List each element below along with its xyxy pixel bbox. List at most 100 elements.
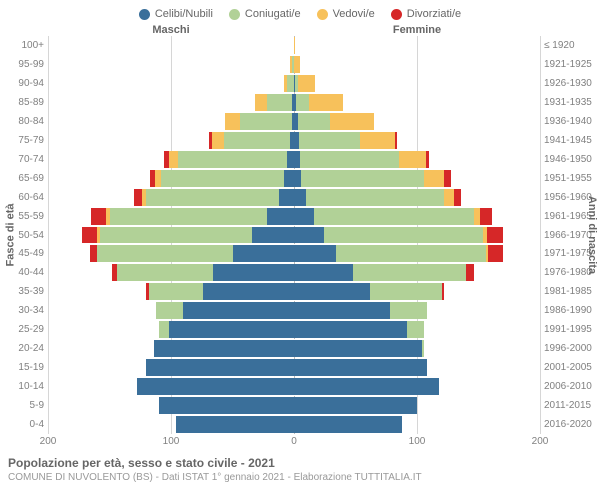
pyramid-row: [294, 301, 540, 320]
birth-tick: 1936-1940: [540, 112, 600, 131]
pyramid-row: [48, 36, 294, 55]
birth-tick: 1951-1955: [540, 169, 600, 188]
seg-married: [117, 264, 213, 281]
pyramid-row: [48, 207, 294, 226]
age-tick: 90-94: [0, 74, 48, 93]
seg-single: [294, 264, 353, 281]
seg-married: [97, 245, 232, 262]
legend-label: Coniugati/e: [245, 8, 301, 20]
pyramid-row: [48, 339, 294, 358]
pyramid-row: [48, 244, 294, 263]
seg-widowed: [169, 151, 179, 168]
pyramid-bar: [294, 378, 439, 395]
pyramid-row: [294, 244, 540, 263]
seg-divorced: [487, 227, 503, 244]
seg-married: [353, 264, 466, 281]
seg-divorced: [134, 189, 141, 206]
x-tick: 100: [409, 436, 426, 447]
seg-divorced: [91, 208, 106, 225]
birth-tick: 2001-2005: [540, 358, 600, 377]
pyramid-bar: [164, 151, 294, 168]
seg-divorced: [442, 283, 444, 300]
pyramid-bar: [294, 359, 427, 376]
seg-single: [294, 321, 407, 338]
legend-swatch: [317, 9, 328, 20]
age-tick: 75-79: [0, 131, 48, 150]
seg-widowed: [330, 113, 374, 130]
legend-item: Vedovi/e: [317, 8, 375, 20]
pyramid-row: [48, 282, 294, 301]
seg-divorced: [480, 208, 492, 225]
pyramid-bar: [91, 208, 294, 225]
pyramid-bar: [294, 37, 295, 54]
age-tick: 20-24: [0, 339, 48, 358]
plot-area: [48, 36, 540, 434]
pyramid-bar: [294, 56, 300, 73]
pyramid-row: [294, 169, 540, 188]
chart-container: Celibi/NubiliConiugati/eVedovi/eDivorzia…: [0, 0, 600, 500]
pyramid-row: [48, 301, 294, 320]
seg-widowed: [360, 132, 394, 149]
birth-tick: 1931-1935: [540, 93, 600, 112]
pyramid-bar: [159, 397, 294, 414]
pyramid-bar: [150, 170, 294, 187]
legend-item: Divorziati/e: [391, 8, 461, 20]
seg-single: [294, 245, 336, 262]
seg-single: [294, 302, 390, 319]
pyramid-bar: [294, 283, 444, 300]
pyramid-bar: [112, 264, 294, 281]
seg-married: [407, 321, 424, 338]
y-axis-title-left: Fasce di età: [4, 204, 16, 267]
pyramid-bar: [294, 245, 503, 262]
pyramid-row: [48, 169, 294, 188]
pyramid-bar: [294, 416, 402, 433]
seg-single: [279, 189, 294, 206]
age-tick: 80-84: [0, 112, 48, 131]
pyramid-bar: [294, 321, 424, 338]
pyramid-bar: [176, 416, 294, 433]
seg-married: [301, 170, 424, 187]
birth-tick: 1941-1945: [540, 131, 600, 150]
legend-label: Divorziati/e: [407, 8, 461, 20]
birth-tick: 1986-1990: [540, 301, 600, 320]
pyramid-bar: [294, 227, 503, 244]
seg-married: [146, 189, 279, 206]
birth-tick: 1981-1985: [540, 282, 600, 301]
seg-widowed: [399, 151, 426, 168]
x-tick: 100: [163, 436, 180, 447]
age-tick: 35-39: [0, 282, 48, 301]
birth-tick: ≤ 1920: [540, 36, 600, 55]
seg-single: [137, 378, 294, 395]
pyramid-row: [48, 131, 294, 150]
pyramid-bar: [159, 321, 294, 338]
seg-single: [294, 227, 324, 244]
birth-tick: 1991-1995: [540, 320, 600, 339]
seg-single: [252, 227, 294, 244]
pyramid-bar: [284, 75, 294, 92]
seg-married: [178, 151, 286, 168]
x-axis-female: 100200: [294, 434, 540, 452]
seg-single: [294, 340, 422, 357]
age-tick: 65-69: [0, 169, 48, 188]
seg-married: [224, 132, 290, 149]
pyramid-bar: [294, 151, 429, 168]
seg-single: [169, 321, 294, 338]
pyramid-row: [294, 339, 540, 358]
side-headers: Maschi Femmine: [0, 24, 600, 36]
seg-single: [154, 340, 294, 357]
pyramid-bar: [294, 397, 417, 414]
chart-body: Fasce di età Anni di nascita 100+95-9990…: [0, 36, 600, 434]
birth-tick: 1946-1950: [540, 150, 600, 169]
pyramid-row: [294, 36, 540, 55]
pyramid-bar: [90, 245, 294, 262]
seg-divorced: [488, 245, 503, 262]
seg-widowed: [294, 37, 295, 54]
seg-married: [298, 113, 330, 130]
x-axis: 2001000 100200: [0, 434, 600, 452]
pyramid-row: [48, 188, 294, 207]
pyramid-row: [48, 112, 294, 131]
legend-item: Coniugati/e: [229, 8, 301, 20]
seg-married: [299, 132, 360, 149]
pyramid-bar: [294, 208, 492, 225]
pyramid-bar: [294, 75, 315, 92]
